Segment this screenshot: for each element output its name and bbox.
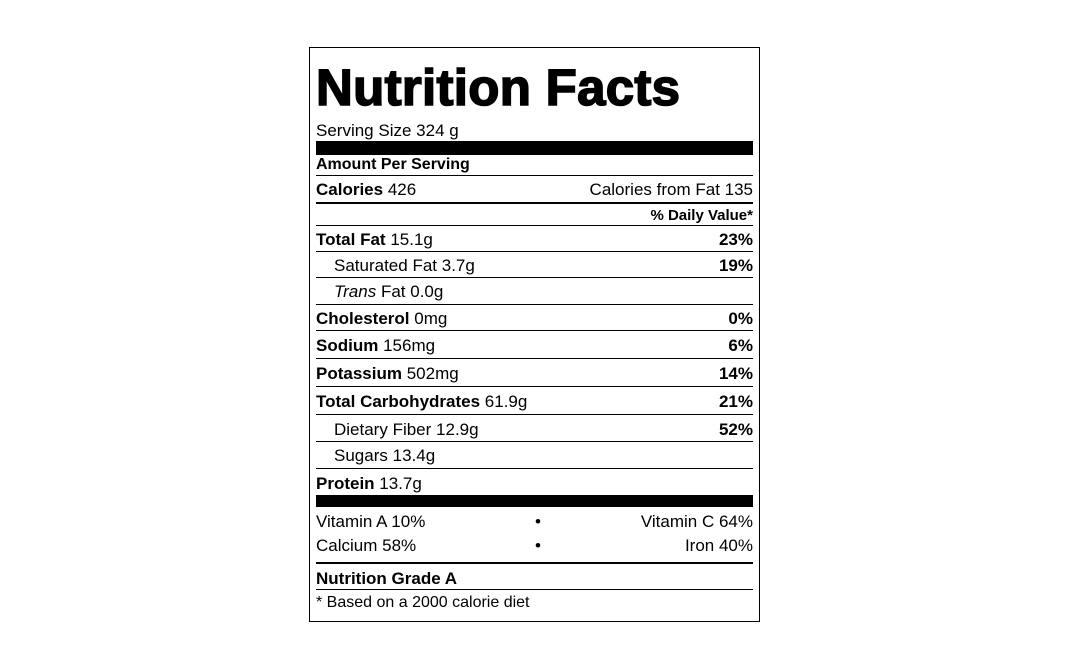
thick-rule-bottom: [316, 495, 753, 507]
nutrient-row-sodium: Sodium 156mg 6%: [316, 335, 753, 355]
nutrient-row-total-fat: Total Fat 15.1g 23%: [316, 229, 753, 249]
nutrient-row-trans-fat: Trans Fat 0.0g: [316, 281, 753, 301]
nutrient-row-total-carbs: Total Carbohydrates 61.9g 21%: [316, 391, 753, 411]
rule: [316, 468, 753, 469]
footnote-row: * Based on a 2000 calorie diet: [316, 593, 753, 613]
nutrition-facts-label: Nutrition Facts Serving Size 324 g Amoun…: [309, 47, 760, 622]
nutrient-label: Sugars: [334, 445, 388, 465]
vitamins-row-1: Vitamin A 10% • Vitamin C 64%: [316, 511, 753, 531]
footnote: * Based on a 2000 calorie diet: [316, 594, 530, 611]
rule: [316, 589, 753, 590]
nutrient-amount: 502mg: [406, 363, 459, 383]
serving-size-row: Serving Size 324 g: [316, 121, 753, 139]
calories-label: Calories: [316, 179, 384, 199]
vitamin-c: Vitamin C 64%: [640, 511, 753, 531]
rule: [316, 175, 753, 176]
calcium: Calcium 58%: [316, 535, 417, 555]
label-body: Serving Size 324 g Amount Per Serving Ca…: [316, 48, 753, 621]
nutrient-amount: 15.1g: [390, 229, 433, 249]
nutrient-amount: 3.7g: [441, 255, 475, 275]
nutrient-row-cholesterol: Cholesterol 0mg 0%: [316, 308, 753, 328]
nutrient-label-italic: Trans: [334, 281, 377, 301]
label-title: Nutrition Facts: [315, 59, 681, 116]
calories-from-fat: Calories from Fat 135: [589, 179, 753, 199]
nutrient-label: Potassium: [316, 363, 402, 383]
nutrient-label: Total Fat: [316, 229, 386, 249]
nutrient-amount: 13.4g: [392, 445, 436, 465]
nutrient-amount: 156mg: [383, 335, 436, 355]
nutrient-label: Total Carbohydrates: [316, 391, 481, 411]
rule: [316, 225, 753, 226]
calories-value: 426: [387, 179, 417, 199]
rule: [316, 277, 753, 278]
vitamins-row-2: Calcium 58% • Iron 40%: [316, 535, 753, 555]
nutrient-amount: 12.9g: [436, 419, 479, 439]
rule: [316, 414, 753, 415]
nutrient-amount: 61.9g: [484, 391, 528, 411]
nutrition-grade: Nutrition Grade A: [316, 568, 458, 588]
nutrient-dv: 19%: [718, 255, 753, 275]
nutrient-row-protein: Protein 13.7g: [316, 473, 753, 493]
nutrient-label: Fat: [380, 281, 406, 301]
rule: [316, 358, 753, 359]
rule: [316, 386, 753, 387]
calories-row: Calories 426 Calories from Fat 135: [316, 179, 753, 199]
rule: [316, 304, 753, 305]
bullet-separator: •: [535, 535, 541, 555]
nutrient-row-sugars: Sugars 13.4g: [316, 445, 753, 465]
rule: [316, 251, 753, 252]
nutrient-dv: 6%: [728, 335, 753, 355]
daily-value-row: % Daily Value*: [316, 206, 753, 224]
nutrient-amount: 0.0g: [410, 281, 444, 301]
nutrient-dv: 21%: [718, 391, 753, 411]
bullet-separator: •: [535, 511, 541, 531]
grade-row: Nutrition Grade A: [316, 568, 753, 588]
nutrient-label: Saturated Fat: [334, 255, 438, 275]
nutrient-dv: 23%: [718, 229, 753, 249]
serving-size: Serving Size 324 g: [316, 120, 459, 140]
rule: [316, 441, 753, 442]
rule: [316, 202, 753, 204]
rule: [316, 330, 753, 331]
nutrient-row-potassium: Potassium 502mg 14%: [316, 363, 753, 383]
nutrient-dv: 14%: [718, 363, 753, 383]
amount-per-serving-row: Amount Per Serving: [316, 156, 753, 174]
nutrient-label: Sodium: [316, 335, 379, 355]
rule: [316, 562, 753, 564]
nutrient-row-saturated-fat: Saturated Fat 3.7g 19%: [316, 255, 753, 275]
thick-rule-top: [316, 141, 753, 155]
nutrient-dv: 0%: [728, 308, 753, 328]
nutrient-label: Protein: [316, 473, 375, 493]
nutrient-label: Dietary Fiber: [334, 419, 432, 439]
nutrient-dv: 52%: [718, 419, 753, 439]
iron: Iron 40%: [684, 535, 753, 555]
daily-value-header: % Daily Value*: [650, 206, 753, 224]
nutrient-amount: 0mg: [414, 308, 448, 328]
nutrient-label: Cholesterol: [316, 308, 410, 328]
nutrient-amount: 13.7g: [379, 473, 422, 493]
vitamin-a: Vitamin A 10%: [316, 511, 426, 531]
amount-per-serving: Amount Per Serving: [316, 156, 470, 173]
nutrient-row-dietary-fiber: Dietary Fiber 12.9g 52%: [316, 419, 753, 439]
